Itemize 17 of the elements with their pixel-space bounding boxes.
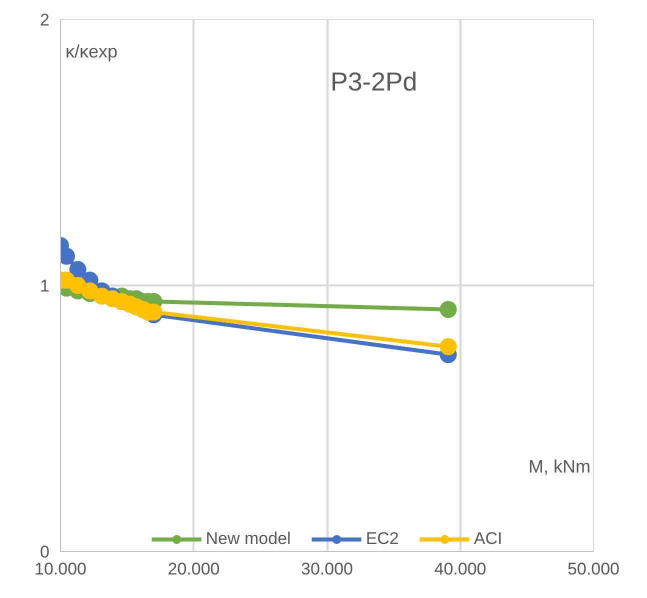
y-axis-title: κ/κexp bbox=[66, 42, 118, 62]
x-tick-label: 20.000 bbox=[168, 560, 220, 578]
x-axis-title: M, kNm bbox=[528, 456, 591, 476]
point bbox=[69, 261, 86, 278]
y-tick-label: 1 bbox=[40, 276, 50, 296]
legend-label: New model bbox=[206, 529, 291, 549]
x-tick-label: 50.000 bbox=[568, 560, 620, 578]
point bbox=[440, 338, 457, 356]
x-tick-label: 10.000 bbox=[34, 560, 86, 578]
x-tick-label: 40.000 bbox=[434, 560, 486, 578]
text: P3-2Pd bbox=[330, 66, 418, 96]
legend-label: EC2 bbox=[366, 529, 399, 549]
y-tick-label: 2 bbox=[40, 10, 50, 30]
legend-label: ACI bbox=[474, 529, 502, 549]
x-tick-label: 30.000 bbox=[301, 560, 353, 578]
point bbox=[440, 300, 457, 318]
y-tick-label: 0 bbox=[40, 542, 50, 562]
